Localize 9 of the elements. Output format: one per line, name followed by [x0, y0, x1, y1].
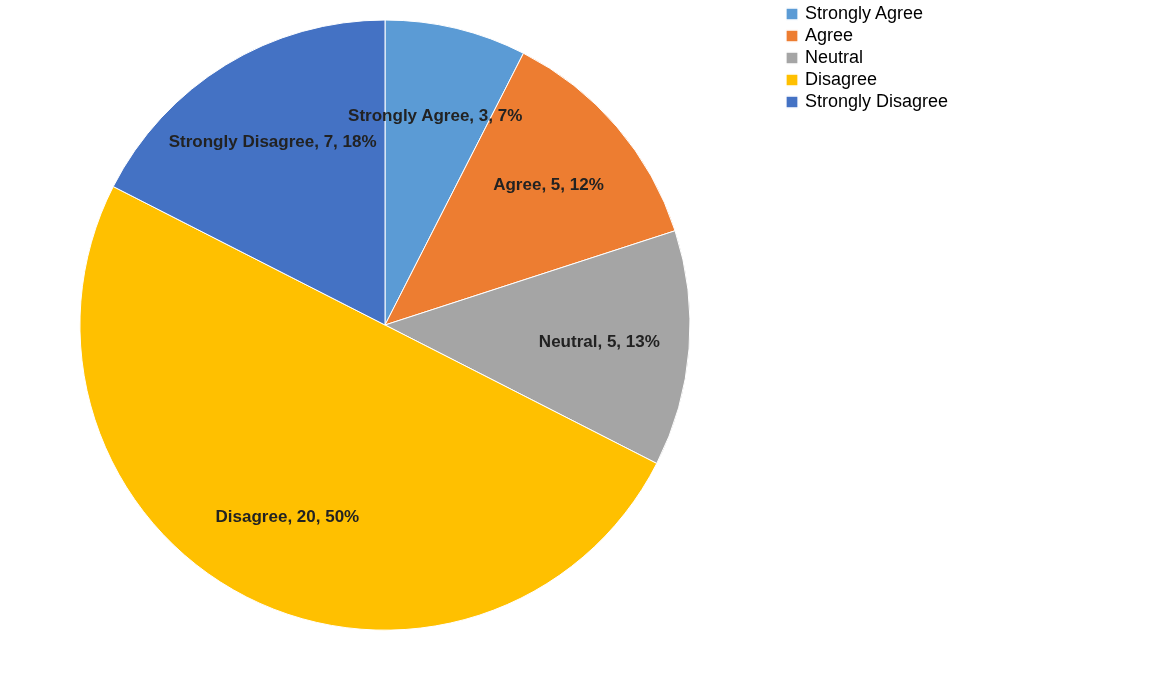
legend-label: Agree — [805, 25, 854, 45]
legend-label: Strongly Disagree — [805, 91, 949, 111]
data-label: Agree, 5, 12% — [493, 175, 604, 195]
data-label: Neutral, 5, 13% — [538, 331, 660, 351]
data-label: Disagree, 20, 50% — [215, 506, 360, 526]
legend-label: Strongly Agree — [805, 3, 924, 23]
legend-label: Disagree — [805, 69, 878, 89]
data-label: Strongly Disagree, 7, 18% — [168, 131, 377, 151]
legend-label: Neutral — [805, 47, 864, 67]
